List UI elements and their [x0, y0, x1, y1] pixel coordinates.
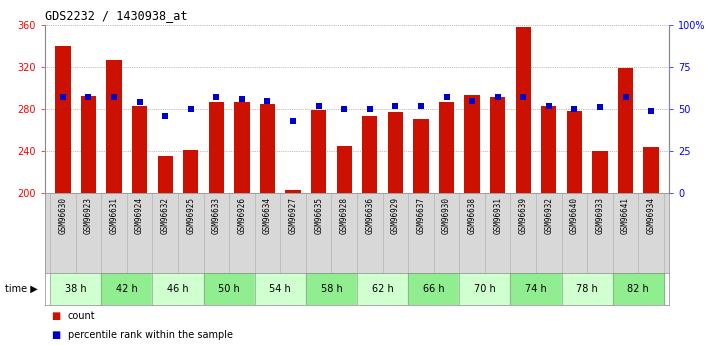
- Text: GSM96931: GSM96931: [493, 197, 502, 234]
- Text: GSM96641: GSM96641: [621, 197, 630, 234]
- Bar: [306, 273, 357, 305]
- Bar: [490, 97, 506, 193]
- Text: time ▶: time ▶: [5, 284, 38, 294]
- Bar: [208, 102, 224, 193]
- Bar: [362, 116, 378, 193]
- Bar: [613, 273, 664, 305]
- Text: GSM96637: GSM96637: [417, 197, 425, 234]
- Text: GSM96639: GSM96639: [519, 197, 528, 234]
- Text: GDS2232 / 1430938_at: GDS2232 / 1430938_at: [45, 9, 188, 22]
- Text: GSM96634: GSM96634: [263, 197, 272, 234]
- Text: GSM96638: GSM96638: [468, 197, 476, 234]
- Text: 78 h: 78 h: [577, 284, 598, 294]
- Text: GSM96640: GSM96640: [570, 197, 579, 234]
- Text: 50 h: 50 h: [218, 284, 240, 294]
- Text: GSM96934: GSM96934: [646, 197, 656, 234]
- Text: 42 h: 42 h: [116, 284, 138, 294]
- Bar: [234, 102, 250, 193]
- Bar: [81, 96, 96, 193]
- Bar: [408, 273, 459, 305]
- Bar: [567, 111, 582, 193]
- Bar: [311, 110, 326, 193]
- Text: GSM96933: GSM96933: [595, 197, 604, 234]
- Bar: [618, 68, 634, 193]
- Bar: [107, 60, 122, 193]
- Bar: [413, 119, 429, 193]
- Text: percentile rank within the sample: percentile rank within the sample: [68, 330, 232, 340]
- Text: GSM96927: GSM96927: [289, 197, 298, 234]
- Text: GSM96632: GSM96632: [161, 197, 170, 234]
- Text: 38 h: 38 h: [65, 284, 87, 294]
- Bar: [152, 273, 203, 305]
- Bar: [158, 156, 173, 193]
- Text: GSM96923: GSM96923: [84, 197, 93, 234]
- Text: 58 h: 58 h: [321, 284, 342, 294]
- Text: 66 h: 66 h: [423, 284, 444, 294]
- Bar: [357, 273, 408, 305]
- Bar: [132, 106, 147, 193]
- Text: ■: ■: [52, 330, 65, 340]
- Bar: [510, 273, 562, 305]
- Text: GSM96925: GSM96925: [186, 197, 196, 234]
- Text: GSM96924: GSM96924: [135, 197, 144, 234]
- Text: 74 h: 74 h: [525, 284, 547, 294]
- Text: 82 h: 82 h: [627, 284, 649, 294]
- Bar: [439, 102, 454, 193]
- Text: GSM96926: GSM96926: [237, 197, 247, 234]
- Text: GSM96631: GSM96631: [109, 197, 119, 234]
- Bar: [464, 95, 480, 193]
- Text: GSM96929: GSM96929: [391, 197, 400, 234]
- Text: GSM96636: GSM96636: [365, 197, 374, 234]
- Bar: [515, 27, 531, 193]
- Bar: [459, 273, 510, 305]
- Bar: [203, 273, 255, 305]
- Text: GSM96928: GSM96928: [340, 197, 348, 234]
- Bar: [592, 151, 608, 193]
- Bar: [183, 150, 198, 193]
- Bar: [643, 147, 659, 193]
- Bar: [336, 146, 352, 193]
- Text: 54 h: 54 h: [269, 284, 291, 294]
- Bar: [387, 112, 403, 193]
- Bar: [101, 273, 152, 305]
- Text: GSM96932: GSM96932: [545, 197, 553, 234]
- Text: 46 h: 46 h: [167, 284, 189, 294]
- Text: GSM96930: GSM96930: [442, 197, 451, 234]
- Bar: [255, 273, 306, 305]
- Bar: [562, 273, 613, 305]
- Text: GSM96630: GSM96630: [58, 197, 68, 234]
- Bar: [541, 106, 557, 193]
- Text: 70 h: 70 h: [474, 284, 496, 294]
- Text: ■: ■: [52, 311, 65, 321]
- Text: GSM96635: GSM96635: [314, 197, 323, 234]
- Text: count: count: [68, 311, 95, 321]
- Text: 62 h: 62 h: [372, 284, 393, 294]
- Bar: [50, 273, 101, 305]
- Bar: [55, 46, 70, 193]
- Text: GSM96633: GSM96633: [212, 197, 221, 234]
- Bar: [260, 104, 275, 193]
- Bar: [285, 190, 301, 193]
